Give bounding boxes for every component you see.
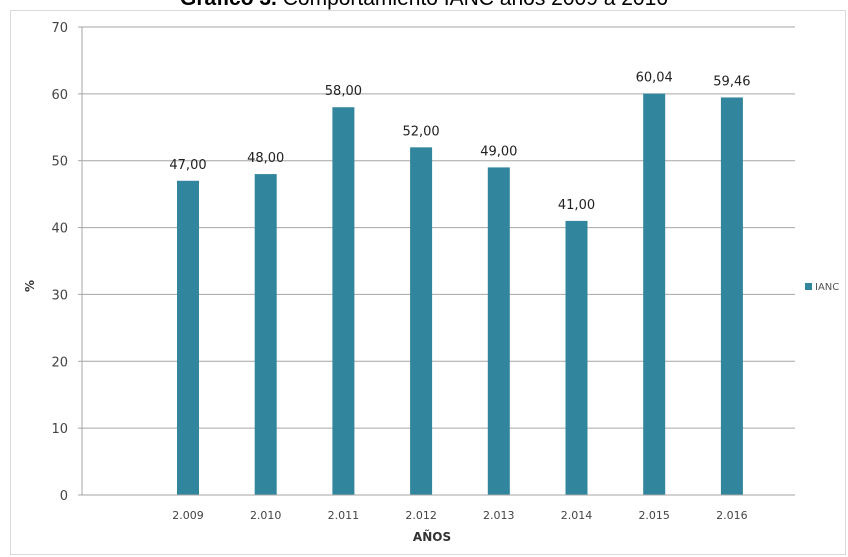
legend: IANC <box>805 282 839 293</box>
x-tick-label: 2.012 <box>405 509 437 522</box>
bar <box>565 220 588 495</box>
x-tick-label: 2.015 <box>638 509 670 522</box>
y-tick-label: 10 <box>51 422 68 437</box>
bar <box>410 147 433 496</box>
chart-title-bold: Gráfico 3. <box>180 0 277 10</box>
bar <box>720 97 743 495</box>
bar <box>487 167 510 495</box>
x-tick-label: 2.016 <box>716 509 748 522</box>
data-label: 48,00 <box>247 151 284 166</box>
data-label: 52,00 <box>402 124 439 139</box>
bar <box>254 174 277 496</box>
data-label: 58,00 <box>325 84 362 99</box>
data-label: 49,00 <box>480 144 517 159</box>
bar <box>643 93 666 495</box>
x-tick-label: 2.011 <box>328 509 360 522</box>
y-tick-label: 70 <box>51 21 68 36</box>
data-label: 41,00 <box>558 198 595 213</box>
x-tick-label: 2.014 <box>561 509 593 522</box>
bar <box>332 107 355 495</box>
legend-label-ianc: IANC <box>815 282 839 293</box>
labels: 0 10 20 30 40 50 60 70 47,00 2.009 48,00 2.010 58,00… <box>51 21 750 522</box>
chart-title-text: Comportamiento IANC años 2009 a 2016 <box>277 0 668 10</box>
x-tick-label: 2.013 <box>483 509 515 522</box>
y-axis-title: % <box>23 280 37 292</box>
x-tick-label: 2.010 <box>250 509 282 522</box>
x-tick-label: 2.009 <box>172 509 204 522</box>
y-tick-label: 30 <box>51 288 68 303</box>
data-label: 60,04 <box>636 71 673 86</box>
y-tick-label: 20 <box>51 355 68 370</box>
axes <box>78 26 795 496</box>
data-label: 47,00 <box>169 158 206 173</box>
legend-swatch <box>805 283 812 290</box>
gridlines <box>82 26 795 429</box>
data-label: 59,46 <box>713 74 750 89</box>
y-tick-label: 60 <box>51 88 68 103</box>
bar <box>177 180 199 495</box>
y-tick-label: 50 <box>51 155 68 170</box>
chart-border <box>10 10 846 555</box>
y-tick-label: 0 <box>60 489 68 504</box>
bars <box>177 93 743 496</box>
x-axis-title: AÑOS <box>413 529 451 544</box>
chart-title: Gráfico 3. Comportamiento IANC años 2009… <box>0 0 848 19</box>
y-tick-label: 40 <box>51 222 68 237</box>
